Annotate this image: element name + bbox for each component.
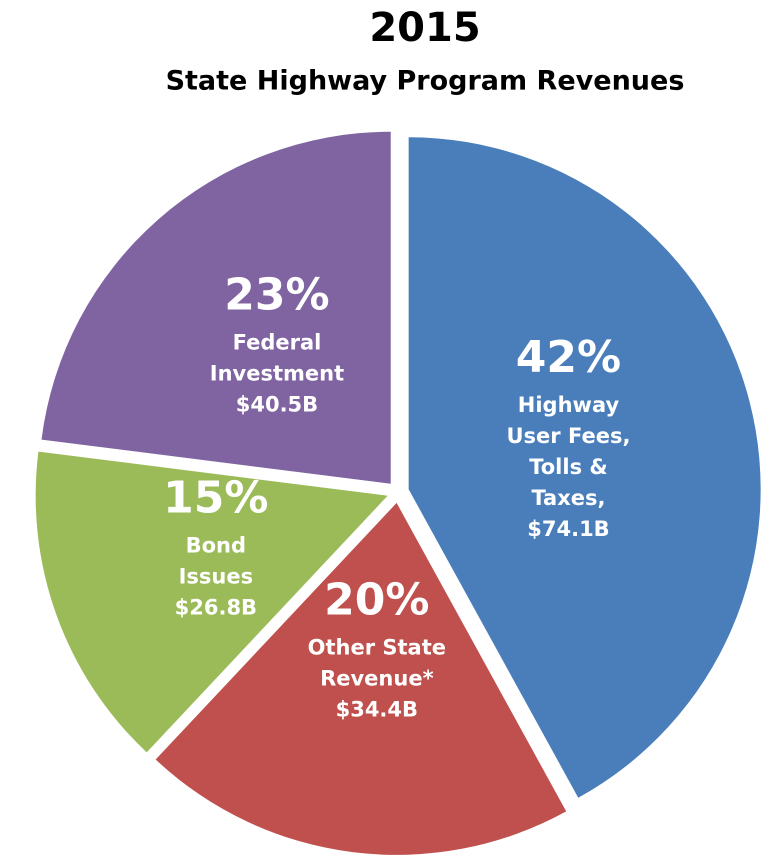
amount-label: $34.4B (336, 698, 418, 722)
value-label: 15% (163, 473, 268, 524)
category-label-line: Other State (308, 636, 446, 660)
category-label: Other State Revenue* (308, 636, 446, 691)
category-label: Highway User Fees, Tolls & Taxes, (507, 393, 631, 510)
pie-slice (41, 131, 391, 484)
category-label-line: User Fees, (507, 424, 631, 448)
category-label-line: Highway (518, 393, 620, 417)
pie-slice (35, 451, 388, 753)
amount-label: $40.5B (236, 393, 318, 417)
value-label: 20% (324, 575, 429, 626)
value-label: 23% (224, 270, 329, 321)
chart-subtitle: State Highway Program Revenues (166, 66, 685, 97)
category-label-line: Bond (186, 534, 246, 558)
category-label-line: Issues (179, 565, 254, 589)
value-label: 42% (516, 332, 621, 383)
category-label-line: Taxes, (531, 486, 605, 510)
pie-slice (155, 502, 567, 855)
category-label-line: Revenue* (320, 667, 433, 691)
category-label-line: Tolls & (529, 455, 607, 479)
amount-label: $26.8B (175, 596, 257, 620)
chart-title: 2015 (369, 5, 480, 51)
category-label-line: Federal (233, 331, 322, 355)
category-label: Bond Issues (179, 534, 254, 589)
amount-label: $74.1B (527, 517, 609, 541)
category-label-line: Investment (210, 362, 344, 386)
category-label: Federal Investment (210, 331, 344, 386)
pie-slice (408, 137, 761, 798)
